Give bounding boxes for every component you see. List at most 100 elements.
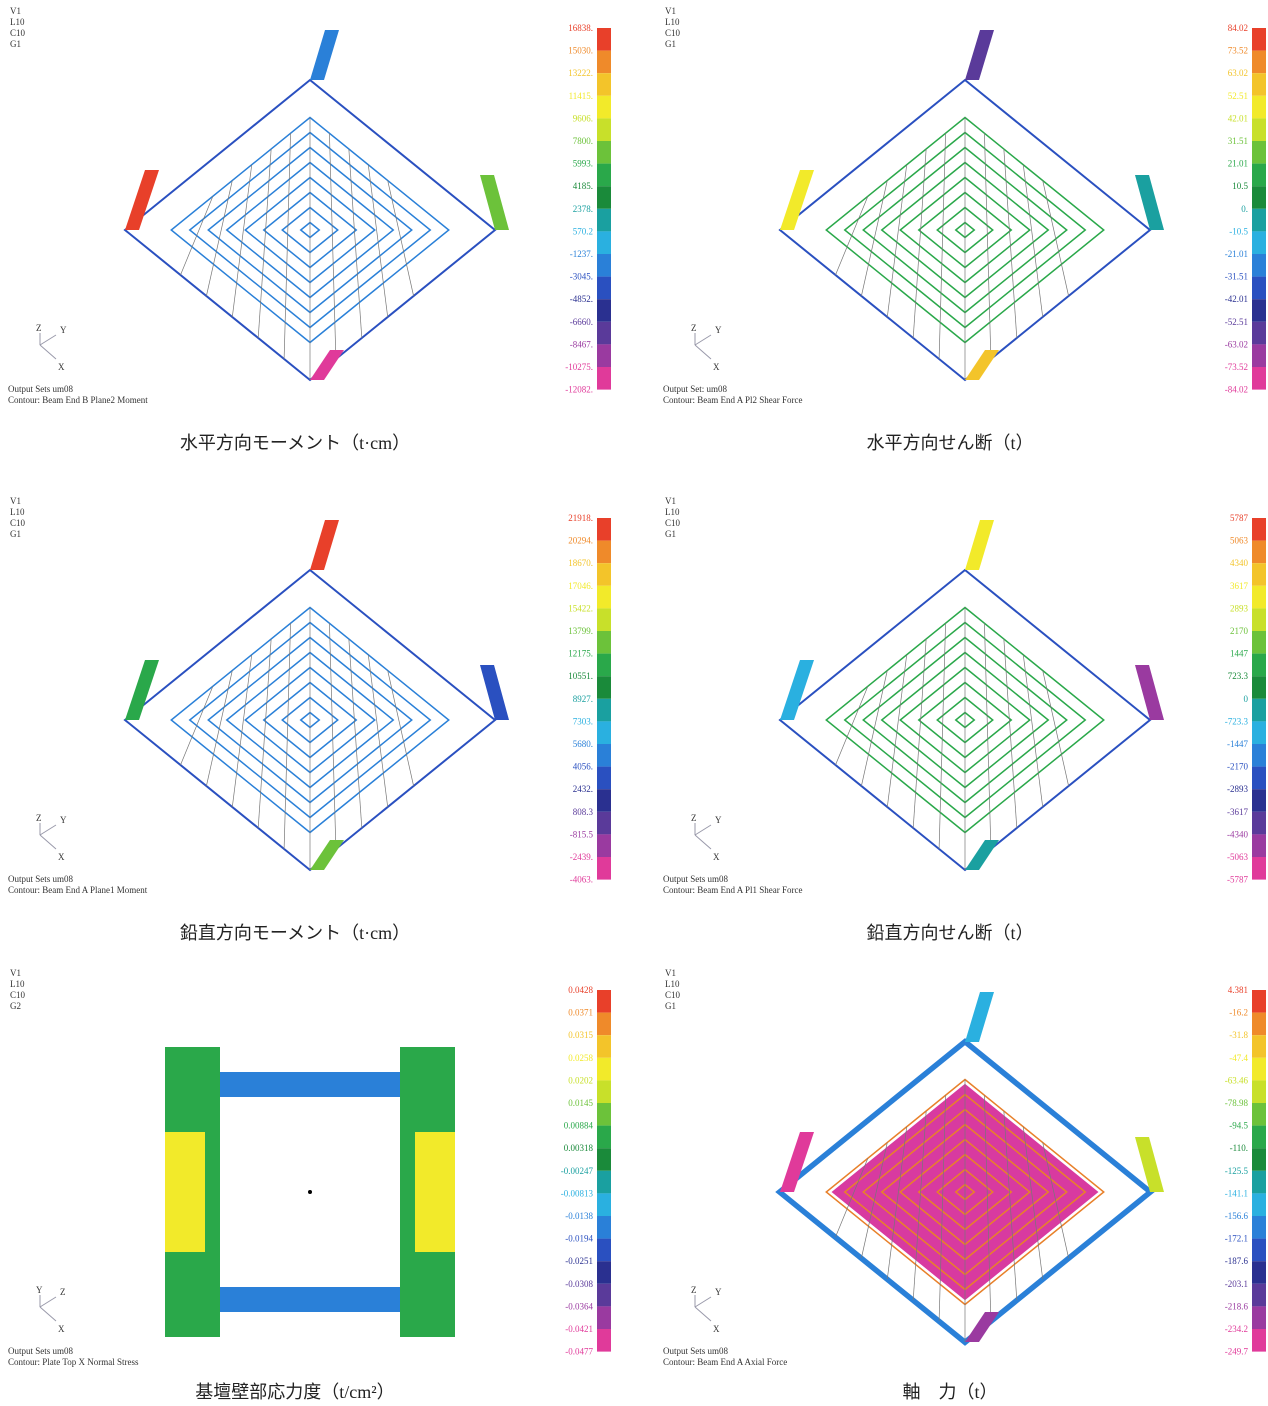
legend-swatch (597, 344, 611, 367)
legend-label: -5063 (1227, 852, 1248, 862)
contour-note: Output Set: um08 (663, 384, 728, 394)
view-header: L10 (665, 979, 680, 989)
legend-swatch (1252, 367, 1266, 390)
legend-label: 4185. (573, 181, 593, 191)
contour-note: Contour: Plate Top X Normal Stress (8, 1357, 139, 1367)
legend-swatch (597, 721, 611, 744)
legend-swatch (1252, 744, 1266, 767)
legend-swatch (1252, 299, 1266, 322)
legend-swatch (597, 789, 611, 812)
contour-note: Output Sets um08 (8, 384, 74, 394)
legend-swatch (597, 518, 611, 541)
caption: 鉛直方向せん断（t） (866, 923, 1033, 943)
legend-label: 570.2 (573, 226, 593, 236)
view-header: L10 (10, 17, 25, 27)
legend-swatch (1252, 1193, 1266, 1216)
legend-label: 17046. (568, 581, 593, 591)
result-strip (965, 30, 994, 80)
legend-label: -10.5 (1229, 226, 1248, 236)
axis-line (40, 835, 56, 849)
legend-label: 11415. (569, 91, 593, 101)
legend-label: 52.51 (1228, 91, 1248, 101)
legend-swatch (1252, 789, 1266, 812)
legend-swatch (1252, 1013, 1266, 1036)
legend-label: -0.0308 (565, 1279, 593, 1289)
legend-swatch (597, 1216, 611, 1239)
legend-swatch (1252, 1103, 1266, 1126)
legend-label: -31.51 (1225, 272, 1248, 282)
legend-label: -3045. (570, 272, 593, 282)
legend-label: 15030. (568, 46, 593, 56)
legend-label: 84.02 (1228, 23, 1248, 33)
legend-label: 0. (1241, 204, 1248, 214)
legend-swatch (1252, 1080, 1266, 1103)
legend-swatch (1252, 254, 1266, 277)
legend-label: -4340 (1227, 829, 1248, 839)
legend-swatch (1252, 1306, 1266, 1329)
view-header: V1 (665, 496, 676, 506)
legend-swatch (1252, 231, 1266, 254)
view-header: G2 (10, 1001, 21, 1011)
legend-label: -0.0194 (565, 1234, 593, 1244)
legend-label: -3617 (1227, 807, 1248, 817)
axis-label: Z (36, 813, 42, 823)
legend-label: 0.00318 (564, 1143, 594, 1153)
legend-label: 4.381 (1228, 985, 1248, 995)
view-header: G1 (665, 1001, 676, 1011)
page: V1L10C10G116838.15030.13222.11415.9606.7… (0, 0, 1268, 1406)
axis-line (695, 335, 711, 345)
view-header: V1 (10, 496, 21, 506)
axis-label: Y (715, 1287, 722, 1297)
legend-swatch (597, 699, 611, 722)
legend-swatch (1252, 654, 1266, 677)
legend-label: -110. (1230, 1143, 1248, 1153)
legend-label: -73.52 (1225, 362, 1248, 372)
legend-label: -10275. (565, 362, 593, 372)
axis-label: Z (36, 323, 42, 333)
legend-label: 7303. (573, 716, 593, 726)
view-header: V1 (10, 968, 21, 978)
caption: 水平方向せん断（t） (866, 433, 1033, 453)
legend-label: -21.01 (1225, 249, 1248, 259)
legend-label: 10.5 (1232, 181, 1248, 191)
legend-label: 808.3 (573, 807, 594, 817)
legend-swatch (1252, 1329, 1266, 1352)
legend-label: -5787 (1227, 875, 1248, 885)
legend-label: 7800. (573, 136, 593, 146)
legend-label: 0.0428 (568, 985, 593, 995)
view-header: C10 (665, 28, 681, 38)
legend-swatch (1252, 1216, 1266, 1239)
legend-swatch (597, 654, 611, 677)
view-header: C10 (665, 518, 681, 528)
legend-swatch (597, 1329, 611, 1352)
result-strip (310, 350, 344, 380)
legend-label: -63.02 (1225, 339, 1248, 349)
legend-swatch (1252, 1035, 1266, 1058)
legend-label: -0.00813 (561, 1188, 594, 1198)
legend-swatch (597, 1013, 611, 1036)
legend-swatch (1252, 1284, 1266, 1307)
wall (165, 1132, 205, 1252)
legend-label: -2439. (570, 852, 593, 862)
legend-swatch (1252, 699, 1266, 722)
legend-swatch (1252, 51, 1266, 74)
legend-swatch (597, 1058, 611, 1081)
legend-label: 5680. (573, 739, 593, 749)
legend-label: 1447 (1230, 649, 1249, 659)
rafter (836, 196, 868, 275)
legend-swatch (597, 767, 611, 790)
legend-label: 4056. (573, 762, 593, 772)
figure-panel: V1L10C10G184.0273.5263.0252.5142.0131.51… (663, 6, 1266, 453)
legend-swatch (597, 676, 611, 699)
axis-line (695, 1307, 711, 1321)
legend-label: -63.46 (1225, 1075, 1249, 1085)
legend-swatch (597, 812, 611, 835)
legend-label: -0.0251 (565, 1256, 593, 1266)
legend-swatch (1252, 73, 1266, 96)
legend-swatch (597, 231, 611, 254)
legend-label: 5063 (1230, 536, 1249, 546)
legend-swatch (597, 277, 611, 300)
legend-swatch (597, 118, 611, 141)
legend-label: 4340 (1230, 558, 1249, 568)
legend-label: -8467. (570, 339, 593, 349)
